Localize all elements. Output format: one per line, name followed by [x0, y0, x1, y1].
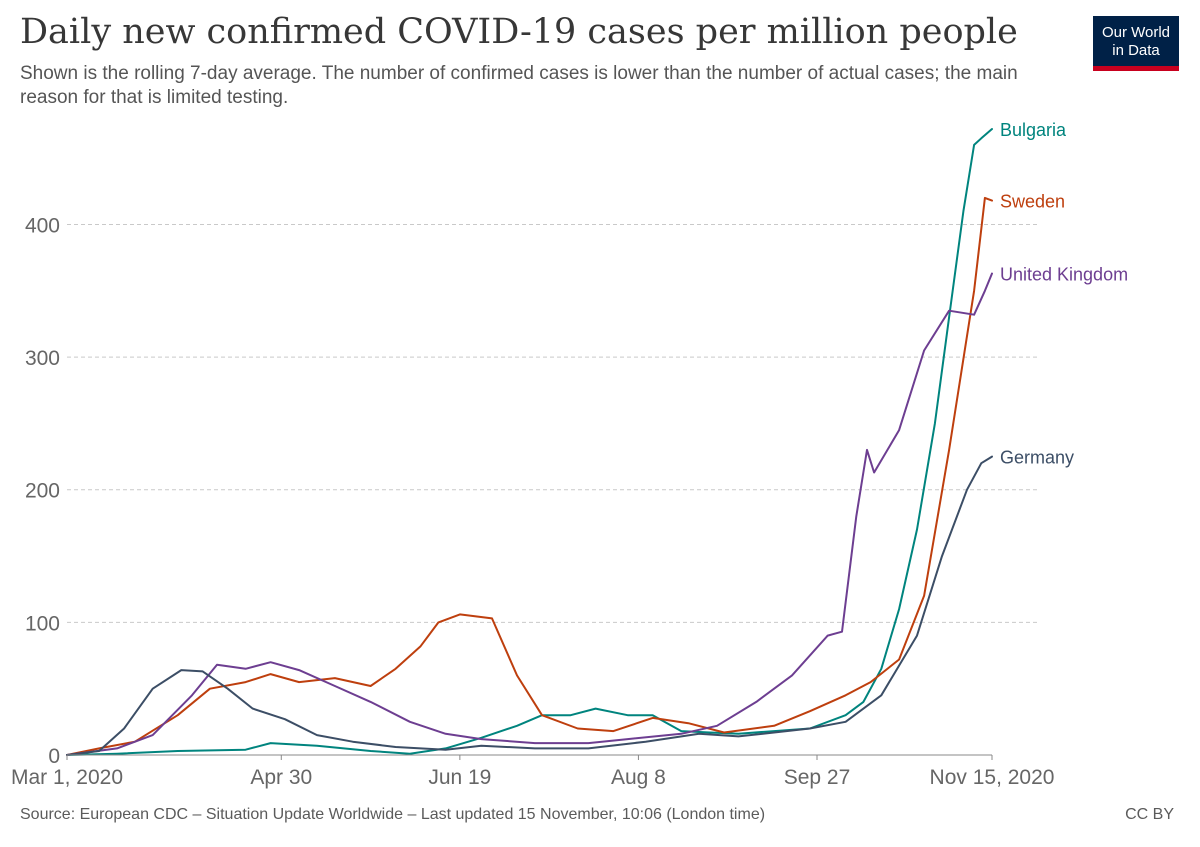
y-tick-label: 0: [48, 745, 60, 768]
x-tick-label: Mar 1, 2020: [11, 766, 123, 789]
logo-line-2: in Data: [1112, 42, 1160, 59]
series-line-germany: [66, 455, 993, 756]
y-tick-label: 400: [25, 214, 60, 237]
y-tick-label: 100: [25, 612, 60, 635]
grid-lines: [67, 223, 1037, 623]
series-label-bulgaria: Bulgaria: [1000, 120, 1067, 140]
series-line-united-kingdom: [66, 272, 993, 756]
series-label-germany: Germany: [1000, 448, 1074, 468]
axes: 0 100 200 300 400 Mar 1, 2020 Apr 30 Jun 19 Aug …: [11, 214, 1055, 789]
series-line-sweden: [66, 196, 993, 756]
chart-title: Daily new confirmed COVID-19 cases per m…: [20, 12, 1018, 52]
series-lines: Bulgaria Sweden United Kingdom Germany: [66, 120, 1128, 756]
x-tick-label: Sep 27: [784, 766, 851, 789]
our-world-in-data-logo[interactable]: Our World in Data: [1093, 16, 1179, 71]
x-tick-label: Nov 15, 2020: [930, 766, 1055, 789]
series-line-bulgaria: [66, 128, 993, 756]
x-tick-label: Jun 19: [428, 766, 491, 789]
x-tick-label: Aug 8: [611, 766, 666, 789]
y-tick-label: 300: [25, 347, 60, 370]
y-tick-label: 200: [25, 480, 60, 503]
source-note: Source: European CDC – Situation Update …: [20, 806, 766, 823]
logo-line-1: Our World: [1101, 24, 1171, 41]
x-tick-label: Apr 30: [250, 766, 312, 789]
series-label-united-kingdom: United Kingdom: [1000, 265, 1128, 285]
line-chart: Bulgaria Sweden United Kingdom Germany 0 100…: [11, 120, 1128, 789]
series-label-sweden: Sweden: [1000, 192, 1065, 212]
chart-subtitle: Shown is the rolling 7-day average. The …: [20, 63, 1018, 108]
license-label: CC BY: [1125, 806, 1174, 823]
